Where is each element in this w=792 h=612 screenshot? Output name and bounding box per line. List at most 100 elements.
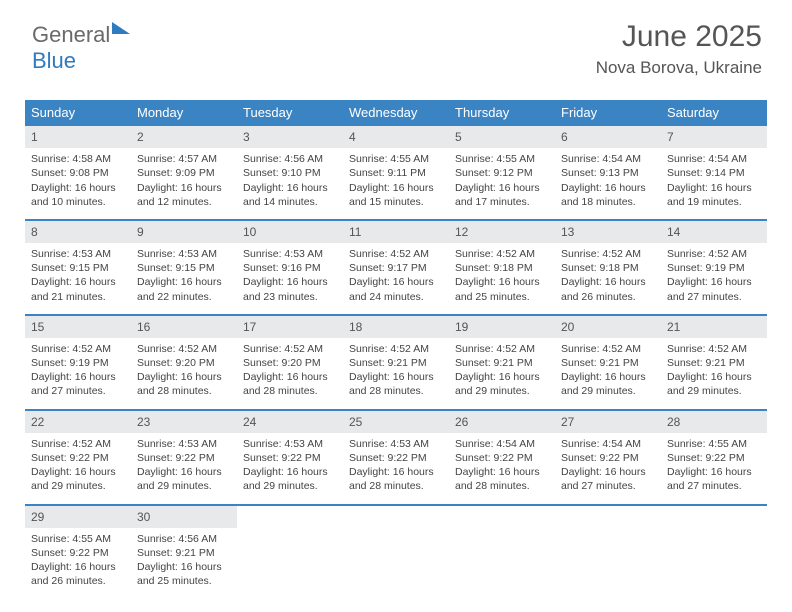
daylight-text-2: and 17 minutes.	[455, 195, 549, 209]
empty-daybody	[449, 528, 555, 584]
daylight-text-2: and 28 minutes.	[243, 384, 337, 398]
daylight-text-2: and 23 minutes.	[243, 290, 337, 304]
sunrise-text: Sunrise: 4:53 AM	[137, 247, 231, 261]
day-body: Sunrise: 4:52 AMSunset: 9:17 PMDaylight:…	[343, 243, 449, 314]
day-body: Sunrise: 4:56 AMSunset: 9:21 PMDaylight:…	[131, 528, 237, 599]
day-body: Sunrise: 4:56 AMSunset: 9:10 PMDaylight:…	[237, 148, 343, 219]
daylight-text-1: Daylight: 16 hours	[31, 370, 125, 384]
day-number: 12	[449, 220, 555, 243]
day-body: Sunrise: 4:52 AMSunset: 9:21 PMDaylight:…	[661, 338, 767, 409]
daylight-text-2: and 24 minutes.	[349, 290, 443, 304]
daylight-text-2: and 26 minutes.	[31, 574, 125, 588]
weekday-header: Monday	[131, 100, 237, 125]
calendar-week-row: 8Sunrise: 4:53 AMSunset: 9:15 PMDaylight…	[25, 219, 767, 314]
day-number: 13	[555, 220, 661, 243]
day-body: Sunrise: 4:57 AMSunset: 9:09 PMDaylight:…	[131, 148, 237, 219]
sunrise-text: Sunrise: 4:55 AM	[31, 532, 125, 546]
day-number: 21	[661, 315, 767, 338]
sunset-text: Sunset: 9:18 PM	[561, 261, 655, 275]
daylight-text-1: Daylight: 16 hours	[137, 181, 231, 195]
day-body: Sunrise: 4:52 AMSunset: 9:21 PMDaylight:…	[449, 338, 555, 409]
sunrise-text: Sunrise: 4:55 AM	[349, 152, 443, 166]
sunrise-text: Sunrise: 4:52 AM	[31, 342, 125, 356]
sunset-text: Sunset: 9:21 PM	[137, 546, 231, 560]
sunset-text: Sunset: 9:20 PM	[243, 356, 337, 370]
daylight-text-1: Daylight: 16 hours	[137, 370, 231, 384]
sunrise-text: Sunrise: 4:52 AM	[455, 247, 549, 261]
title-block: June 2025 Nova Borova, Ukraine	[596, 20, 762, 78]
empty-daynum	[555, 505, 661, 528]
day-body: Sunrise: 4:52 AMSunset: 9:22 PMDaylight:…	[25, 433, 131, 504]
calendar-day-cell: 18Sunrise: 4:52 AMSunset: 9:21 PMDayligh…	[343, 314, 449, 409]
calendar-day-cell: 13Sunrise: 4:52 AMSunset: 9:18 PMDayligh…	[555, 219, 661, 314]
day-number: 7	[661, 125, 767, 148]
calendar-day-cell: 5Sunrise: 4:55 AMSunset: 9:12 PMDaylight…	[449, 125, 555, 219]
sunrise-text: Sunrise: 4:55 AM	[455, 152, 549, 166]
day-number: 16	[131, 315, 237, 338]
calendar-week-row: 15Sunrise: 4:52 AMSunset: 9:19 PMDayligh…	[25, 314, 767, 409]
calendar-day-cell	[343, 504, 449, 598]
logo-text-1: General	[32, 22, 110, 47]
sunrise-text: Sunrise: 4:52 AM	[243, 342, 337, 356]
calendar-day-cell: 3Sunrise: 4:56 AMSunset: 9:10 PMDaylight…	[237, 125, 343, 219]
day-number: 17	[237, 315, 343, 338]
sunset-text: Sunset: 9:22 PM	[349, 451, 443, 465]
day-number: 29	[25, 505, 131, 528]
daylight-text-2: and 27 minutes.	[667, 479, 761, 493]
daylight-text-1: Daylight: 16 hours	[667, 370, 761, 384]
sunset-text: Sunset: 9:14 PM	[667, 166, 761, 180]
weekday-header: Sunday	[25, 100, 131, 125]
sunset-text: Sunset: 9:12 PM	[455, 166, 549, 180]
sunset-text: Sunset: 9:21 PM	[455, 356, 549, 370]
calendar-day-cell	[237, 504, 343, 598]
daylight-text-1: Daylight: 16 hours	[137, 560, 231, 574]
sunset-text: Sunset: 9:11 PM	[349, 166, 443, 180]
sunrise-text: Sunrise: 4:57 AM	[137, 152, 231, 166]
daylight-text-2: and 27 minutes.	[561, 479, 655, 493]
calendar-day-cell: 25Sunrise: 4:53 AMSunset: 9:22 PMDayligh…	[343, 409, 449, 504]
sunset-text: Sunset: 9:21 PM	[349, 356, 443, 370]
calendar-day-cell: 29Sunrise: 4:55 AMSunset: 9:22 PMDayligh…	[25, 504, 131, 598]
daylight-text-1: Daylight: 16 hours	[455, 370, 549, 384]
day-body: Sunrise: 4:55 AMSunset: 9:22 PMDaylight:…	[25, 528, 131, 599]
day-body: Sunrise: 4:53 AMSunset: 9:16 PMDaylight:…	[237, 243, 343, 314]
daylight-text-1: Daylight: 16 hours	[349, 275, 443, 289]
day-body: Sunrise: 4:52 AMSunset: 9:21 PMDaylight:…	[343, 338, 449, 409]
calendar-week-row: 22Sunrise: 4:52 AMSunset: 9:22 PMDayligh…	[25, 409, 767, 504]
daylight-text-2: and 14 minutes.	[243, 195, 337, 209]
day-body: Sunrise: 4:52 AMSunset: 9:19 PMDaylight:…	[661, 243, 767, 314]
calendar-day-cell: 27Sunrise: 4:54 AMSunset: 9:22 PMDayligh…	[555, 409, 661, 504]
daylight-text-1: Daylight: 16 hours	[137, 275, 231, 289]
sunrise-text: Sunrise: 4:54 AM	[561, 152, 655, 166]
sunrise-text: Sunrise: 4:52 AM	[349, 342, 443, 356]
sunrise-text: Sunrise: 4:56 AM	[243, 152, 337, 166]
sunrise-text: Sunrise: 4:54 AM	[561, 437, 655, 451]
daylight-text-2: and 28 minutes.	[349, 384, 443, 398]
daylight-text-1: Daylight: 16 hours	[349, 181, 443, 195]
sunset-text: Sunset: 9:21 PM	[561, 356, 655, 370]
sunrise-text: Sunrise: 4:52 AM	[455, 342, 549, 356]
day-body: Sunrise: 4:52 AMSunset: 9:20 PMDaylight:…	[131, 338, 237, 409]
daylight-text-1: Daylight: 16 hours	[455, 181, 549, 195]
day-body: Sunrise: 4:54 AMSunset: 9:13 PMDaylight:…	[555, 148, 661, 219]
weekday-header: Friday	[555, 100, 661, 125]
sunrise-text: Sunrise: 4:54 AM	[667, 152, 761, 166]
sunrise-text: Sunrise: 4:52 AM	[561, 342, 655, 356]
day-body: Sunrise: 4:55 AMSunset: 9:22 PMDaylight:…	[661, 433, 767, 504]
calendar-day-cell	[555, 504, 661, 598]
calendar-day-cell: 20Sunrise: 4:52 AMSunset: 9:21 PMDayligh…	[555, 314, 661, 409]
day-number: 14	[661, 220, 767, 243]
sunset-text: Sunset: 9:16 PM	[243, 261, 337, 275]
calendar-day-cell: 1Sunrise: 4:58 AMSunset: 9:08 PMDaylight…	[25, 125, 131, 219]
daylight-text-1: Daylight: 16 hours	[349, 465, 443, 479]
daylight-text-2: and 10 minutes.	[31, 195, 125, 209]
day-number: 6	[555, 125, 661, 148]
calendar-day-cell: 15Sunrise: 4:52 AMSunset: 9:19 PMDayligh…	[25, 314, 131, 409]
day-number: 26	[449, 410, 555, 433]
daylight-text-2: and 29 minutes.	[667, 384, 761, 398]
sunset-text: Sunset: 9:19 PM	[31, 356, 125, 370]
daylight-text-2: and 27 minutes.	[31, 384, 125, 398]
calendar-day-cell: 12Sunrise: 4:52 AMSunset: 9:18 PMDayligh…	[449, 219, 555, 314]
day-body: Sunrise: 4:52 AMSunset: 9:18 PMDaylight:…	[555, 243, 661, 314]
daylight-text-1: Daylight: 16 hours	[31, 465, 125, 479]
